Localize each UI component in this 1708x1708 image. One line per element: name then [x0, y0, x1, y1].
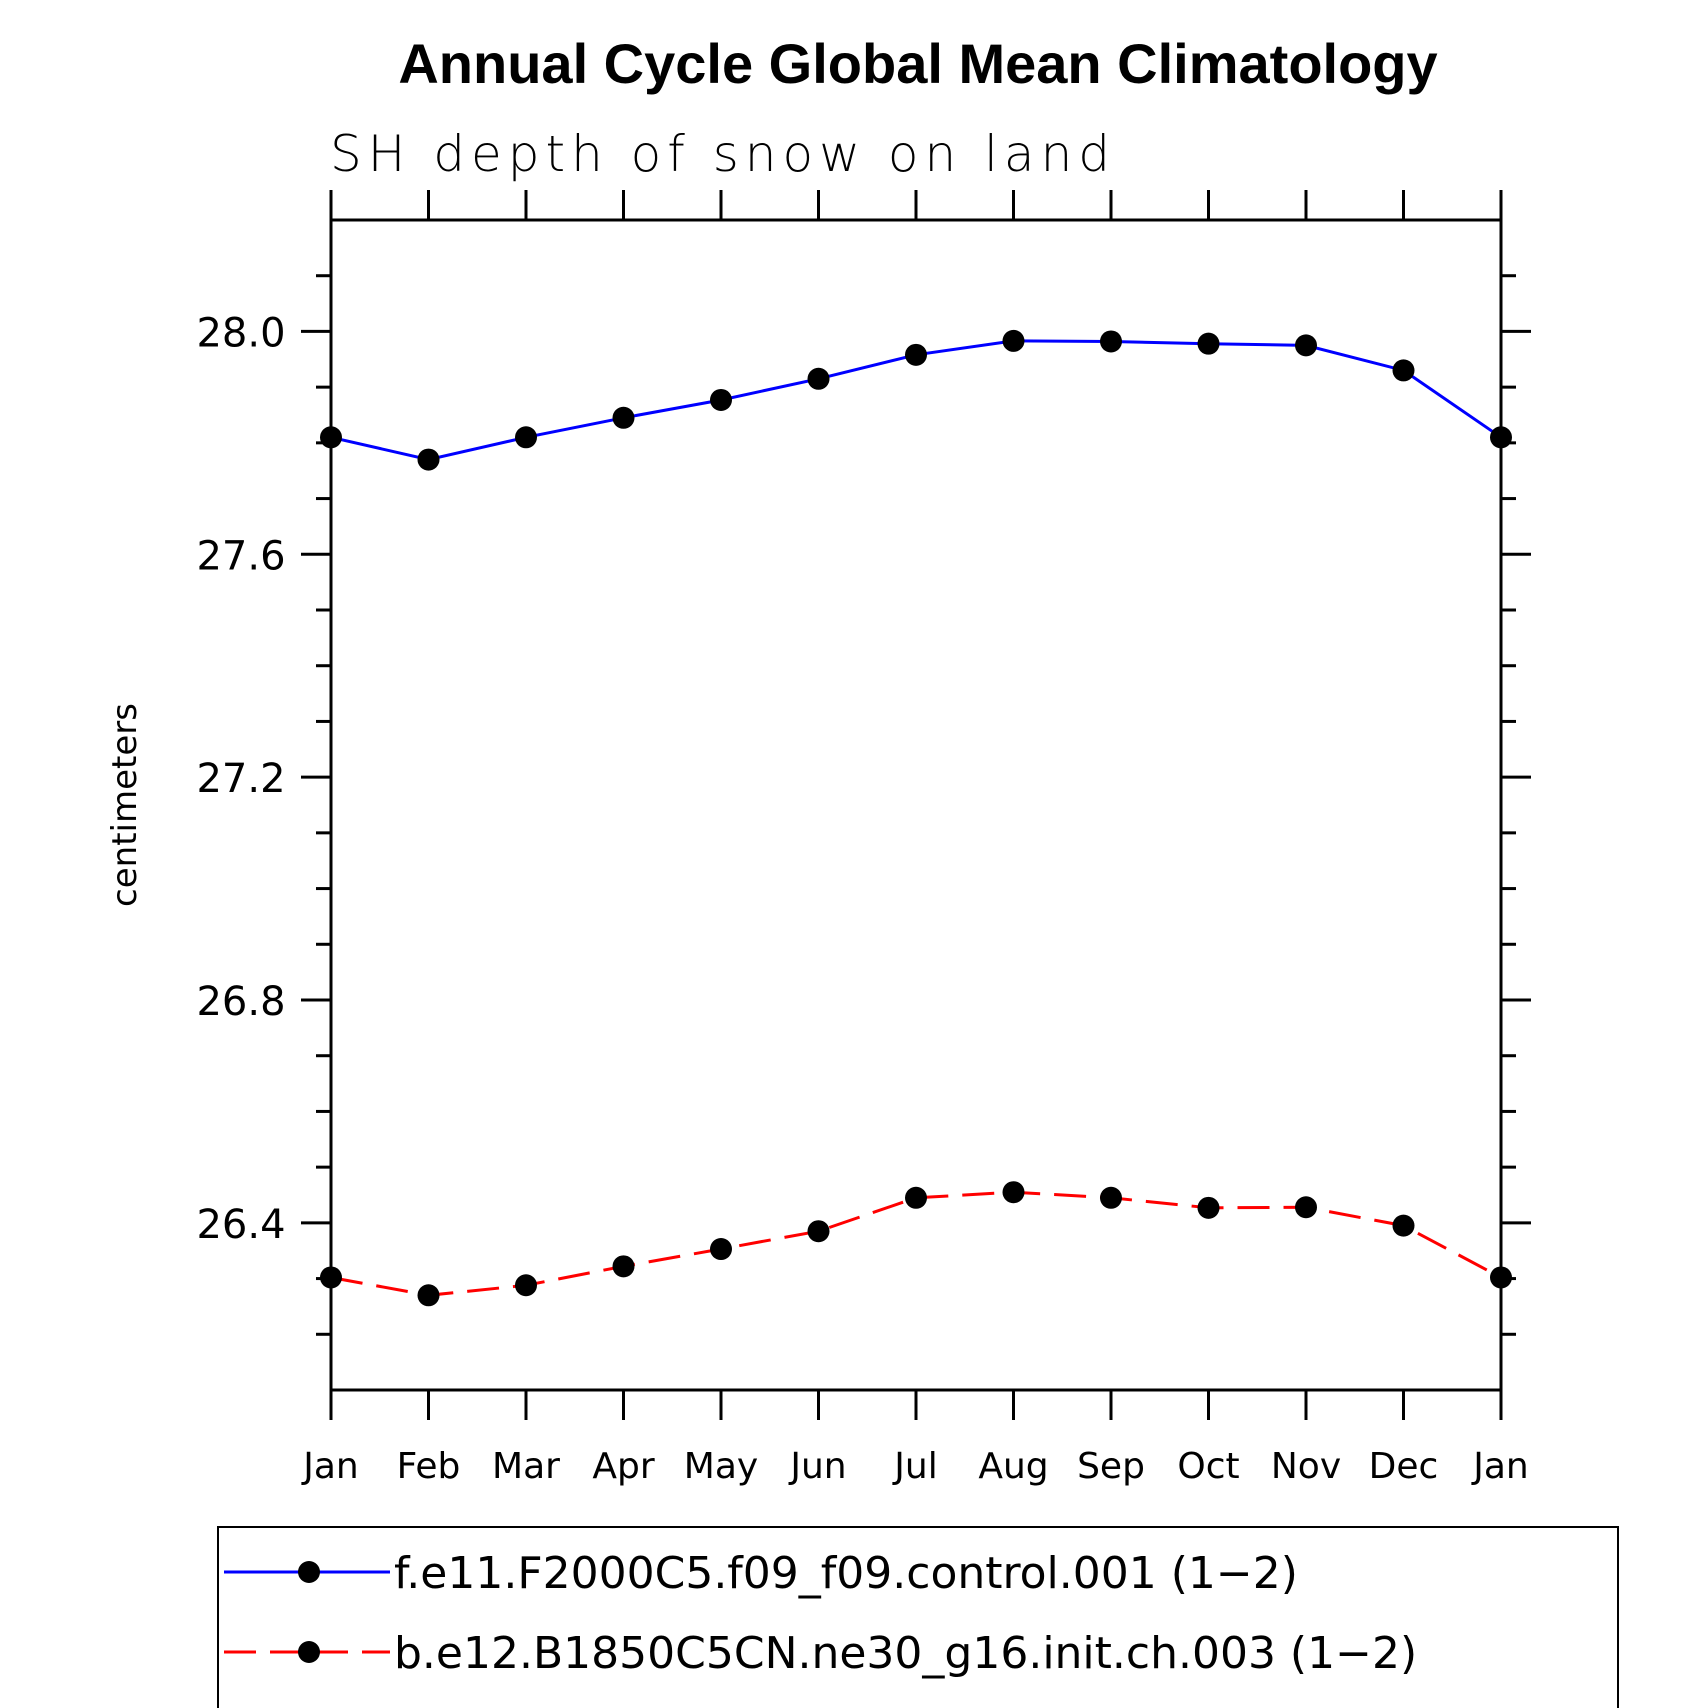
- x-tick-label: Aug: [978, 1446, 1048, 1487]
- data-point-series-1: [807, 1220, 830, 1243]
- x-tick-label: Mar: [492, 1446, 560, 1487]
- chart-title: Annual Cycle Global Mean Climatology: [398, 32, 1437, 95]
- data-point-series-0: [1100, 330, 1122, 353]
- x-tick-label: Apr: [592, 1446, 654, 1487]
- y-tick-label: 28.0: [196, 310, 285, 356]
- legend: f.e11.F2000C5.f09_f09.control.001 (1−2) …: [217, 1526, 1619, 1708]
- data-point-series-1: [1002, 1181, 1025, 1204]
- legend-marker-control: [298, 1561, 320, 1583]
- data-point-series-1: [417, 1284, 440, 1307]
- y-tick-label: 27.2: [196, 756, 285, 802]
- data-point-series-0: [905, 343, 927, 366]
- data-point-series-0: [710, 388, 732, 411]
- x-tick-label: Jan: [301, 1446, 359, 1487]
- data-point-series-0: [612, 406, 635, 429]
- x-tick-label: Dec: [1369, 1446, 1439, 1487]
- plot-frame: [329, 218, 1503, 1392]
- data-point-series-0: [320, 426, 342, 449]
- x-axis-tick-labels: Jan Feb Mar Apr May Jun Jul Aug Sep Oct Nov Dec Jan: [301, 1446, 1529, 1487]
- legend-box: [217, 1526, 1619, 1708]
- data-point-series-1: [1197, 1196, 1220, 1219]
- x-tick-label: Jan: [1471, 1446, 1529, 1487]
- series-lines: [330, 339, 1502, 1297]
- y-axis-label: centimeters: [105, 703, 145, 907]
- data-point-series-1: [515, 1274, 537, 1297]
- x-tick-label: Jul: [892, 1446, 937, 1487]
- legend-marker-experiment: [298, 1641, 320, 1663]
- legend-label-experiment: b.e12.B1850C5CN.ne30_g16.init.ch.003 (1−…: [394, 1628, 1417, 1679]
- data-point-series-0: [515, 426, 537, 449]
- data-point-series-0: [1002, 329, 1025, 352]
- y-axis-tick-labels: 26.4 26.8 27.2 27.6 28.0: [196, 310, 285, 1247]
- x-tick-label: Nov: [1271, 1446, 1341, 1487]
- data-point-series-0: [1295, 334, 1317, 357]
- data-point-series-1: [1100, 1186, 1122, 1209]
- data-point-series-1: [1295, 1196, 1317, 1219]
- x-tick-label: May: [684, 1446, 758, 1487]
- data-point-series-1: [905, 1186, 927, 1209]
- legend-label-control: f.e11.F2000C5.f09_f09.control.001 (1−2): [394, 1548, 1298, 1599]
- x-tick-label: Feb: [397, 1446, 461, 1487]
- data-point-series-1: [710, 1238, 732, 1261]
- y-tick-label: 26.4: [196, 1202, 285, 1248]
- y-axis-ticks: [301, 274, 1531, 1336]
- data-point-series-1: [1490, 1266, 1512, 1289]
- data-point-series-0: [1197, 332, 1220, 355]
- data-point-series-1: [612, 1255, 635, 1278]
- data-point-series-1: [1392, 1214, 1415, 1237]
- x-tick-label: Jun: [788, 1446, 846, 1487]
- data-point-series-0: [807, 367, 830, 390]
- data-point-series-0: [1490, 426, 1512, 449]
- data-point-series-0: [1392, 359, 1415, 382]
- x-tick-label: Sep: [1077, 1446, 1145, 1487]
- chart-subtitle: SH depth of snow on land: [330, 125, 1116, 183]
- y-tick-label: 27.6: [196, 533, 285, 579]
- data-point-series-1: [320, 1266, 342, 1289]
- series-markers: [320, 329, 1512, 1307]
- x-axis-ticks: [329, 190, 1503, 1420]
- y-tick-label: 26.8: [196, 979, 285, 1025]
- data-point-series-0: [417, 448, 440, 471]
- x-tick-label: Oct: [1177, 1446, 1239, 1487]
